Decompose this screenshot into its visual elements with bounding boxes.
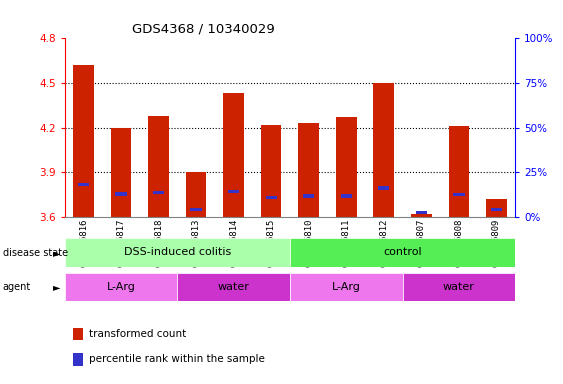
Bar <box>65 238 290 267</box>
Bar <box>449 126 469 217</box>
Bar <box>486 199 507 217</box>
Bar <box>453 193 464 196</box>
Text: disease state: disease state <box>3 248 68 258</box>
Bar <box>373 83 394 217</box>
Bar <box>336 117 356 217</box>
Bar <box>411 214 432 217</box>
Bar <box>65 273 177 301</box>
Text: GDS4368 / 10340029: GDS4368 / 10340029 <box>132 23 275 36</box>
Bar <box>78 182 89 186</box>
Text: agent: agent <box>3 282 31 292</box>
Bar <box>261 125 282 217</box>
Bar <box>148 116 169 217</box>
Text: DSS-induced colitis: DSS-induced colitis <box>124 247 231 258</box>
Bar <box>266 196 277 199</box>
Bar <box>228 190 239 193</box>
Text: ►: ► <box>53 282 61 292</box>
Bar <box>73 65 94 217</box>
Bar <box>111 127 131 217</box>
Text: water: water <box>443 282 475 292</box>
Text: L-Arg: L-Arg <box>332 282 361 292</box>
Bar <box>290 238 515 267</box>
Bar <box>177 273 290 301</box>
Bar <box>341 194 352 198</box>
Bar <box>190 208 202 212</box>
Bar <box>303 194 314 198</box>
Bar <box>115 192 127 195</box>
Text: transformed count: transformed count <box>89 329 186 339</box>
Text: water: water <box>218 282 249 292</box>
Bar <box>186 172 207 217</box>
Bar <box>403 273 515 301</box>
Bar <box>378 186 390 190</box>
Bar <box>298 123 319 217</box>
Text: control: control <box>383 247 422 258</box>
Text: ►: ► <box>53 248 61 258</box>
Text: L-Arg: L-Arg <box>106 282 136 292</box>
Bar <box>491 208 502 212</box>
Text: percentile rank within the sample: percentile rank within the sample <box>89 354 265 364</box>
Bar <box>224 93 244 217</box>
Bar <box>415 210 427 214</box>
Bar <box>153 191 164 194</box>
Bar <box>290 273 403 301</box>
